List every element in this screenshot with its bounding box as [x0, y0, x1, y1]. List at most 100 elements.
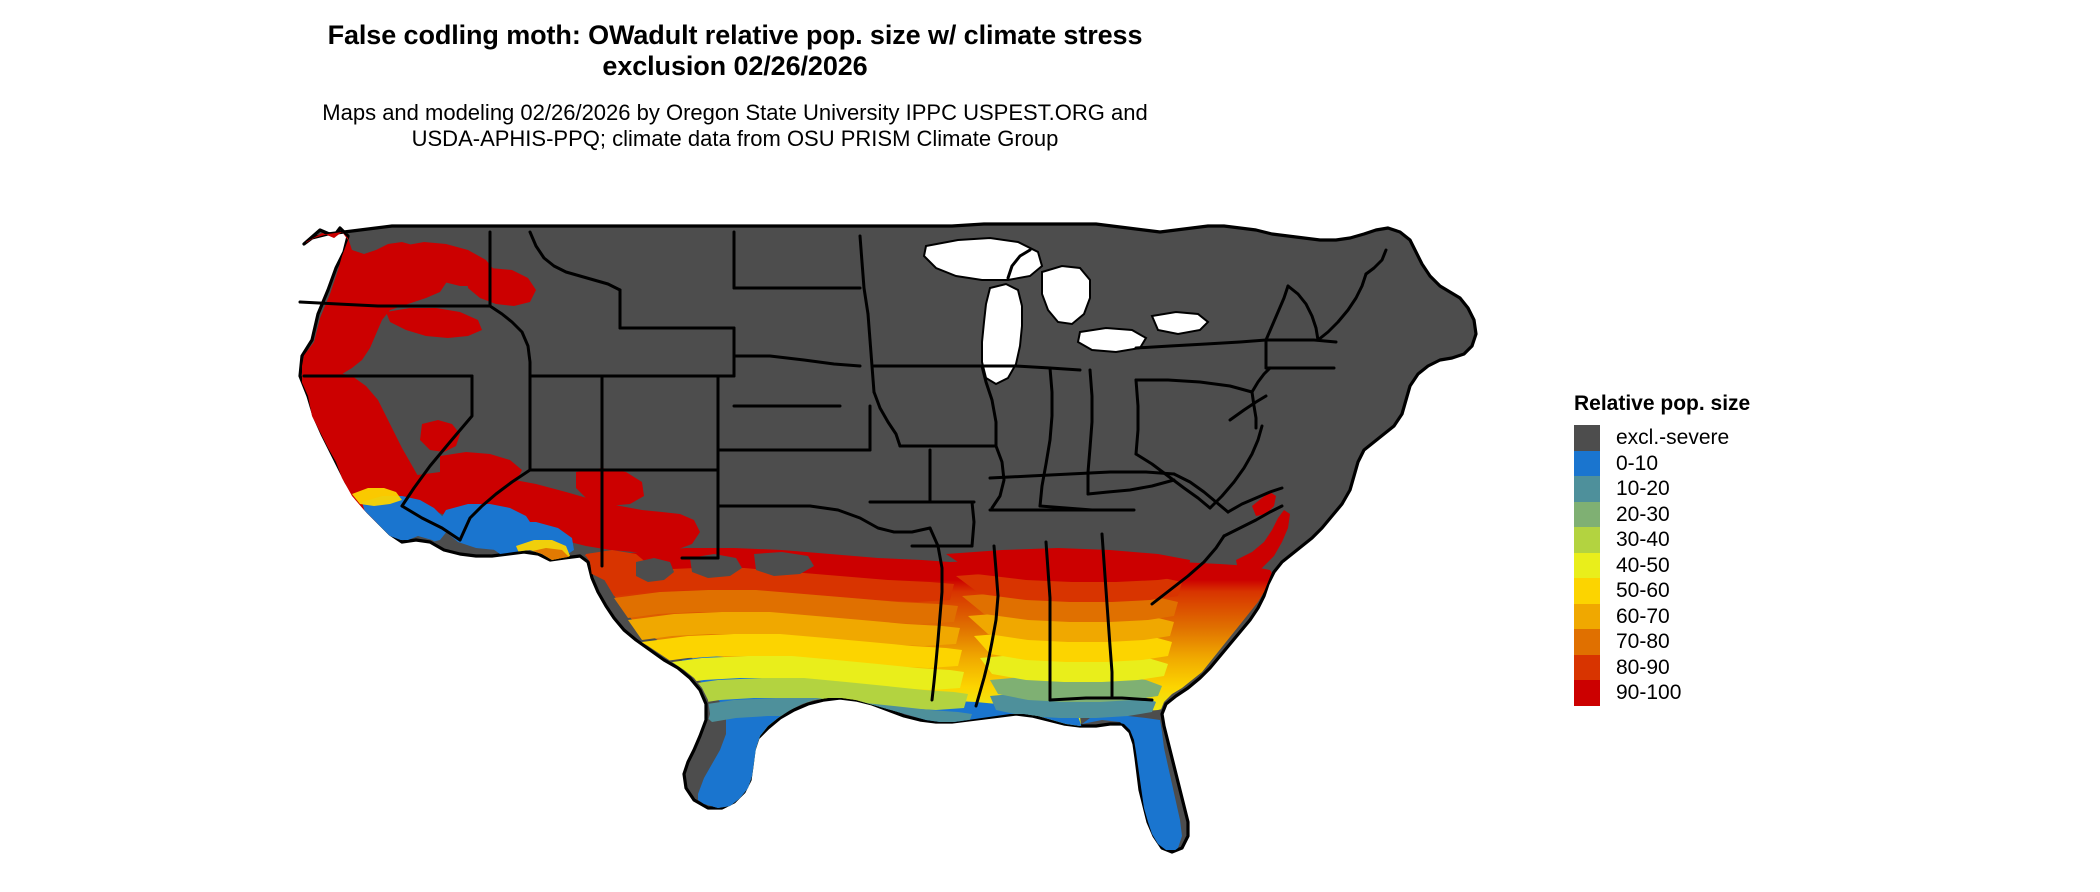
legend-color-swatch [1574, 629, 1600, 655]
border-md-va [1228, 394, 1268, 422]
title-block: False codling moth: OWadult relative pop… [0, 20, 1470, 152]
legend-item-label: 70-80 [1616, 630, 1670, 654]
legend-color-swatch [1574, 654, 1600, 680]
region-florida-low [1082, 716, 1182, 850]
legend-item: 20-30 [1574, 501, 1904, 527]
legend-item: 60-70 [1574, 603, 1904, 629]
legend-item-label: 50-60 [1616, 579, 1670, 603]
border-il-in [1038, 366, 1054, 508]
border-va-md-dc [1208, 424, 1264, 510]
legend-color-swatch [1574, 680, 1600, 706]
legend-color-swatch [1574, 527, 1600, 553]
border-il-ky [1038, 504, 1094, 512]
border-ia-il-wi [980, 364, 998, 448]
region-texas-interior-yellow [658, 656, 964, 690]
legend-item: 10-20 [1574, 476, 1904, 502]
legend-item: 40-50 [1574, 552, 1904, 578]
region-eastern-oregon-high [386, 308, 482, 338]
border-la-ms [974, 544, 1000, 708]
border-sc-nc [1222, 504, 1284, 538]
subtitle-line-1: Maps and modeling 02/26/2026 by Oregon S… [322, 100, 1148, 126]
border-in-oh [1086, 368, 1094, 496]
us-climate-suitability-map [290, 210, 1590, 870]
legend-rows: excl.-severe 0-10 10-20 20-30 30-40 40-50 50-6… [1574, 425, 1904, 706]
legend-item-label: 40-50 [1616, 553, 1670, 577]
legend-color-swatch [1574, 476, 1600, 502]
legend-item: excl.-severe [1574, 425, 1904, 451]
border-wa-or [298, 300, 492, 308]
border-ok-tx [780, 504, 932, 534]
border-ar-ms [970, 500, 976, 548]
border-al-ga [1100, 532, 1114, 698]
border-ca-nv [400, 374, 474, 508]
legend-color-swatch [1574, 552, 1600, 578]
border-tx-la [928, 526, 944, 702]
legend-color-swatch [1574, 450, 1600, 476]
legend-item-label: 90-100 [1616, 681, 1682, 705]
great-lakes-layer [922, 236, 1210, 386]
lake-huron [1041, 264, 1091, 326]
border-wi-il [980, 364, 1082, 372]
region-west-texas-gray-inlier-3 [754, 552, 814, 576]
border-nc-va [1226, 486, 1284, 514]
legend-item: 50-60 [1574, 578, 1904, 604]
legend-color-swatch [1574, 603, 1600, 629]
legend-item: 80-90 [1574, 654, 1904, 680]
legend-color-swatch [1574, 425, 1600, 451]
border-mo-il [990, 444, 1006, 510]
region-snake-river-high [466, 268, 536, 306]
legend-color-swatch [1574, 578, 1600, 604]
region-texas-interior-redorange [602, 568, 954, 602]
region-west-texas-gray-inlier [636, 558, 674, 582]
border-id-mt [528, 230, 622, 292]
border-nd-mn [858, 234, 870, 316]
border-fl-ga-al [1048, 696, 1154, 702]
title-line-1: False codling moth: OWadult relative pop… [327, 20, 1143, 50]
border-oh-ky [1086, 478, 1176, 496]
border-wv-va [1134, 452, 1212, 510]
border-sd-ne [732, 354, 862, 368]
lake-michigan [981, 282, 1023, 386]
map-legend: Relative pop. size excl.-severe 0-10 10-20… [1574, 392, 1904, 706]
region-outer-banks-high [1236, 510, 1290, 574]
state-boundaries-layer [298, 230, 1388, 708]
page-title: False codling moth: OWadult relative pop… [0, 20, 1470, 82]
border-nj-pa [1250, 390, 1258, 430]
legend-color-swatch [1574, 501, 1600, 527]
subtitle-line-2: USDA-APHIS-PPQ; climate data from OSU PR… [411, 126, 1059, 152]
border-ny-nj [1250, 366, 1272, 394]
border-ga-sc [1150, 534, 1226, 606]
region-west-texas-gray-inlier-2 [690, 554, 742, 578]
border-oh-wv-pa [1134, 378, 1140, 456]
legend-item: 30-40 [1574, 527, 1904, 553]
region-texas-interior-gold [628, 612, 960, 646]
region-socal-transition-mid [352, 488, 402, 506]
legend-item-label: 60-70 [1616, 604, 1670, 628]
lake-superior [922, 236, 1044, 281]
lake-ontario [1150, 310, 1210, 336]
legend-item: 0-10 [1574, 450, 1904, 476]
legend-item-label: 20-30 [1616, 502, 1670, 526]
border-vt-nh-ma [1264, 338, 1338, 344]
region-new-mexico-high [576, 468, 644, 506]
border-nh-me [1316, 272, 1368, 342]
border-ky-va-tn [1172, 472, 1230, 514]
border-vt-nh [1286, 284, 1320, 342]
region-chesapeake-high [1252, 492, 1276, 516]
border-pa-ny [1134, 338, 1268, 350]
legend-item-label: 30-40 [1616, 528, 1670, 552]
legend-title: Relative pop. size [1574, 392, 1751, 415]
border-tn-ky [988, 470, 1176, 480]
title-line-2: exclusion 02/26/2026 [602, 51, 868, 82]
legend-item: 90-100 [1574, 680, 1904, 706]
legend-item-label: 0-10 [1616, 451, 1659, 475]
region-texas-interior-green [676, 678, 968, 710]
legend-item-label: 80-90 [1616, 655, 1670, 679]
border-mi-lakes [1006, 248, 1032, 280]
border-pa-md-wv [1134, 378, 1254, 394]
border-ms-al [1044, 540, 1052, 702]
border-ca-az [400, 504, 462, 542]
region-deep-south-red [946, 548, 1190, 582]
region-texas-interior-yellowgold [642, 634, 962, 668]
